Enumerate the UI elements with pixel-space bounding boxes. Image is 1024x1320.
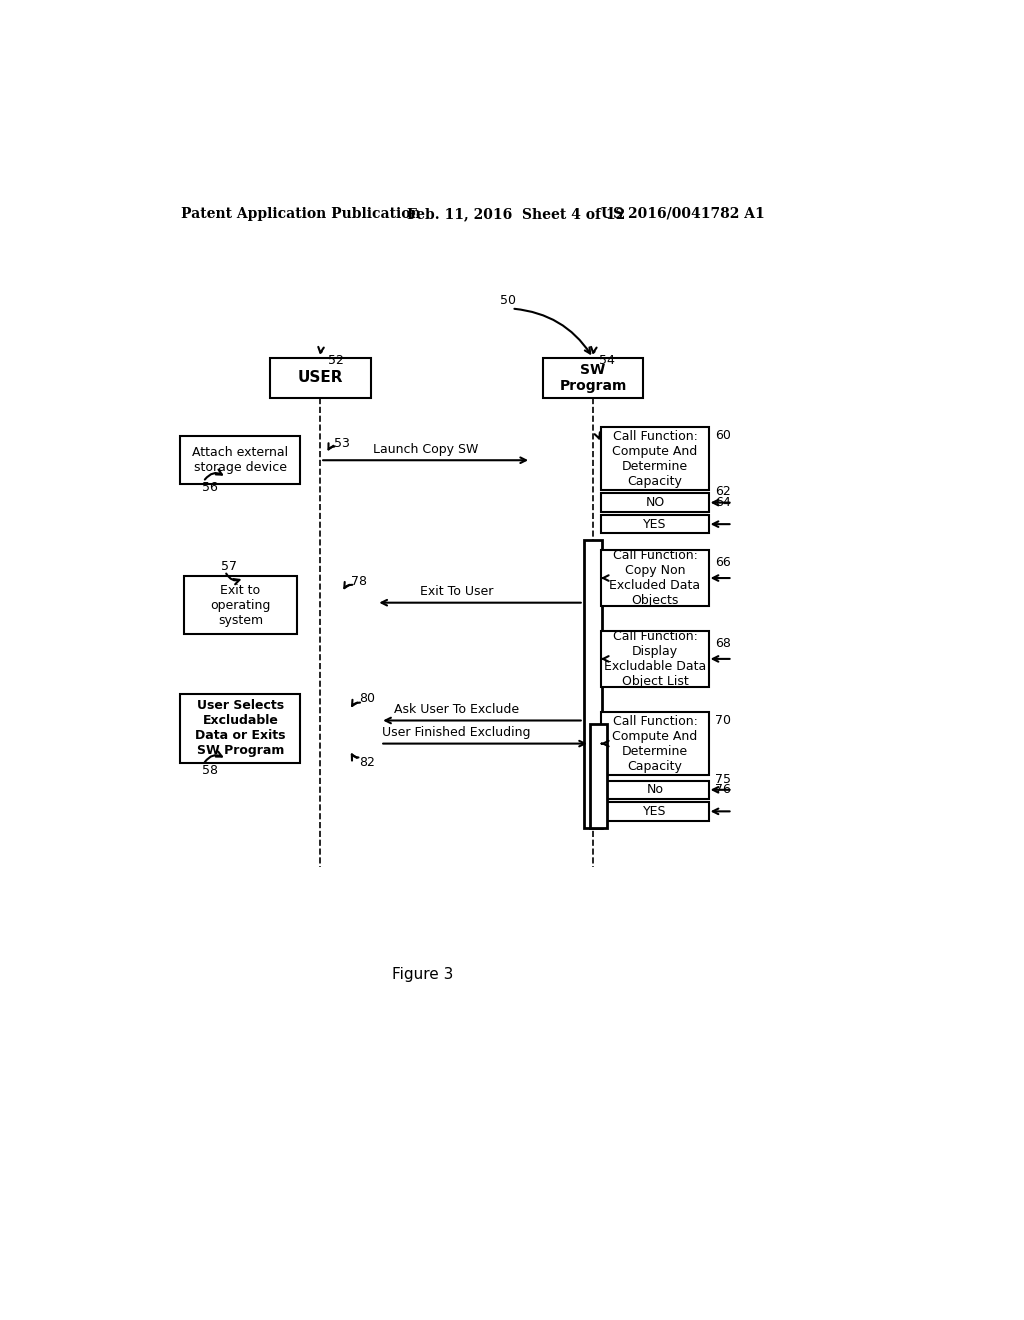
Text: Ask User To Exclude: Ask User To Exclude <box>394 702 519 715</box>
Bar <box>584 540 602 829</box>
Text: 76: 76 <box>716 783 731 796</box>
Text: YES: YES <box>643 805 667 818</box>
Text: US 2016/0041782 A1: US 2016/0041782 A1 <box>601 207 765 220</box>
Text: Figure 3: Figure 3 <box>392 968 454 982</box>
Text: 70: 70 <box>716 714 731 727</box>
Text: No: No <box>646 783 664 796</box>
Text: 54: 54 <box>599 354 615 367</box>
Bar <box>180 693 300 763</box>
Text: 60: 60 <box>716 429 731 442</box>
Bar <box>601 711 710 775</box>
Bar <box>601 494 710 512</box>
Text: 78: 78 <box>351 574 368 587</box>
Text: User Selects
Excludable
Data or Exits
SW Program: User Selects Excludable Data or Exits SW… <box>196 700 286 758</box>
Text: 62: 62 <box>716 486 731 499</box>
Bar <box>601 780 710 799</box>
Bar <box>601 550 710 606</box>
Text: 58: 58 <box>202 764 218 777</box>
Text: Feb. 11, 2016  Sheet 4 of 12: Feb. 11, 2016 Sheet 4 of 12 <box>407 207 626 220</box>
Text: Patent Application Publication: Patent Application Publication <box>180 207 420 220</box>
Text: User Finished Excluding: User Finished Excluding <box>382 726 530 739</box>
Text: 56: 56 <box>202 480 217 494</box>
Bar <box>601 803 710 821</box>
Text: SW
Program: SW Program <box>559 363 627 393</box>
Text: NO: NO <box>645 496 665 510</box>
Text: 64: 64 <box>716 496 731 510</box>
Text: 75: 75 <box>716 772 731 785</box>
Text: Call Function:
Copy Non
Excluded Data
Objects: Call Function: Copy Non Excluded Data Ob… <box>609 549 700 607</box>
Text: YES: YES <box>643 517 667 531</box>
Text: 50: 50 <box>500 294 516 308</box>
Bar <box>601 515 710 533</box>
Text: Call Function:
Display
Excludable Data
Object List: Call Function: Display Excludable Data O… <box>604 630 707 688</box>
Bar <box>601 631 710 686</box>
Text: Exit To User: Exit To User <box>420 585 494 598</box>
Text: 80: 80 <box>359 693 375 705</box>
Text: Launch Copy SW: Launch Copy SW <box>373 442 478 455</box>
Bar <box>270 358 371 397</box>
Text: 82: 82 <box>359 756 375 770</box>
Bar <box>543 358 643 397</box>
Text: 68: 68 <box>716 638 731 649</box>
Text: Exit to
operating
system: Exit to operating system <box>210 583 270 627</box>
Text: 66: 66 <box>716 556 731 569</box>
Bar <box>184 576 297 634</box>
Text: Call Function:
Compute And
Determine
Capacity: Call Function: Compute And Determine Cap… <box>612 714 697 772</box>
Text: 52: 52 <box>328 354 344 367</box>
Text: Attach external
storage device: Attach external storage device <box>193 446 289 474</box>
Bar <box>180 437 300 484</box>
Text: 53: 53 <box>334 437 350 450</box>
Bar <box>590 725 607 829</box>
Bar <box>601 428 710 490</box>
Text: USER: USER <box>297 371 343 385</box>
Text: 57: 57 <box>221 560 237 573</box>
Text: Call Function:
Compute And
Determine
Capacity: Call Function: Compute And Determine Cap… <box>612 430 697 487</box>
